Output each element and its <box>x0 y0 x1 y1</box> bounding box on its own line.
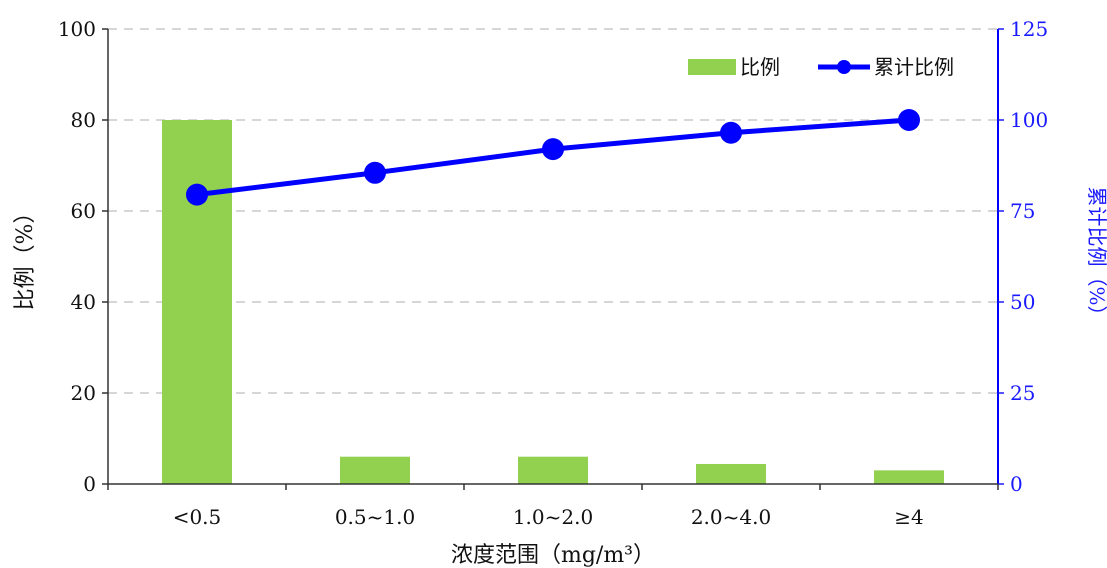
left-tick-label: 0 <box>83 472 96 496</box>
line-series <box>186 109 920 206</box>
axes <box>107 29 999 485</box>
left-tick-label: 100 <box>58 17 96 41</box>
line-point <box>898 109 920 131</box>
right-tick-labels: 0 25 50 75 100 125 <box>998 17 1048 496</box>
legend-line-label: 累计比例 <box>874 55 954 79</box>
legend-line-marker <box>837 60 851 74</box>
legend: 比例 累计比例 <box>688 55 954 79</box>
line-point <box>186 183 208 206</box>
right-tick-label: 100 <box>1010 108 1048 132</box>
right-tick-label: 25 <box>1010 381 1035 405</box>
gridlines <box>108 28 998 394</box>
legend-bar-label: 比例 <box>740 55 780 79</box>
right-tick-label: 0 <box>1010 472 1023 496</box>
right-tick-label: 125 <box>1010 17 1048 41</box>
x-tick-label: ≥4 <box>894 505 923 529</box>
left-tick-label: 20 <box>71 381 96 405</box>
legend-bar-swatch <box>688 59 736 75</box>
right-axis-title: 累计比例（%） <box>1085 186 1107 325</box>
x-tick-labels: <0.5 0.5~1.0 1.0~2.0 2.0~4.0 ≥4 <box>107 484 999 529</box>
x-tick-label: <0.5 <box>173 505 222 529</box>
bar <box>162 120 232 484</box>
x-tick-label: 0.5~1.0 <box>335 505 415 529</box>
right-tick-label: 75 <box>1010 199 1035 223</box>
line-point <box>364 161 386 184</box>
x-axis-title: 浓度范围（mg/m³） <box>451 543 655 568</box>
x-tick-label: 1.0~2.0 <box>513 505 593 529</box>
left-tick-label: 80 <box>71 108 96 132</box>
left-tick-labels: 0 20 40 60 80 100 <box>58 17 108 496</box>
left-tick-label: 60 <box>71 199 96 223</box>
bar <box>518 456 588 484</box>
right-tick-label: 50 <box>1010 290 1035 314</box>
left-axis-title: 比例（%） <box>13 202 38 311</box>
bar <box>874 470 944 484</box>
line-point <box>542 138 564 161</box>
x-tick-label: 2.0~4.0 <box>691 505 771 529</box>
bar <box>696 463 766 484</box>
line-point <box>720 121 742 144</box>
bar-series <box>162 120 944 484</box>
bar <box>340 456 410 484</box>
left-tick-label: 40 <box>71 290 96 314</box>
